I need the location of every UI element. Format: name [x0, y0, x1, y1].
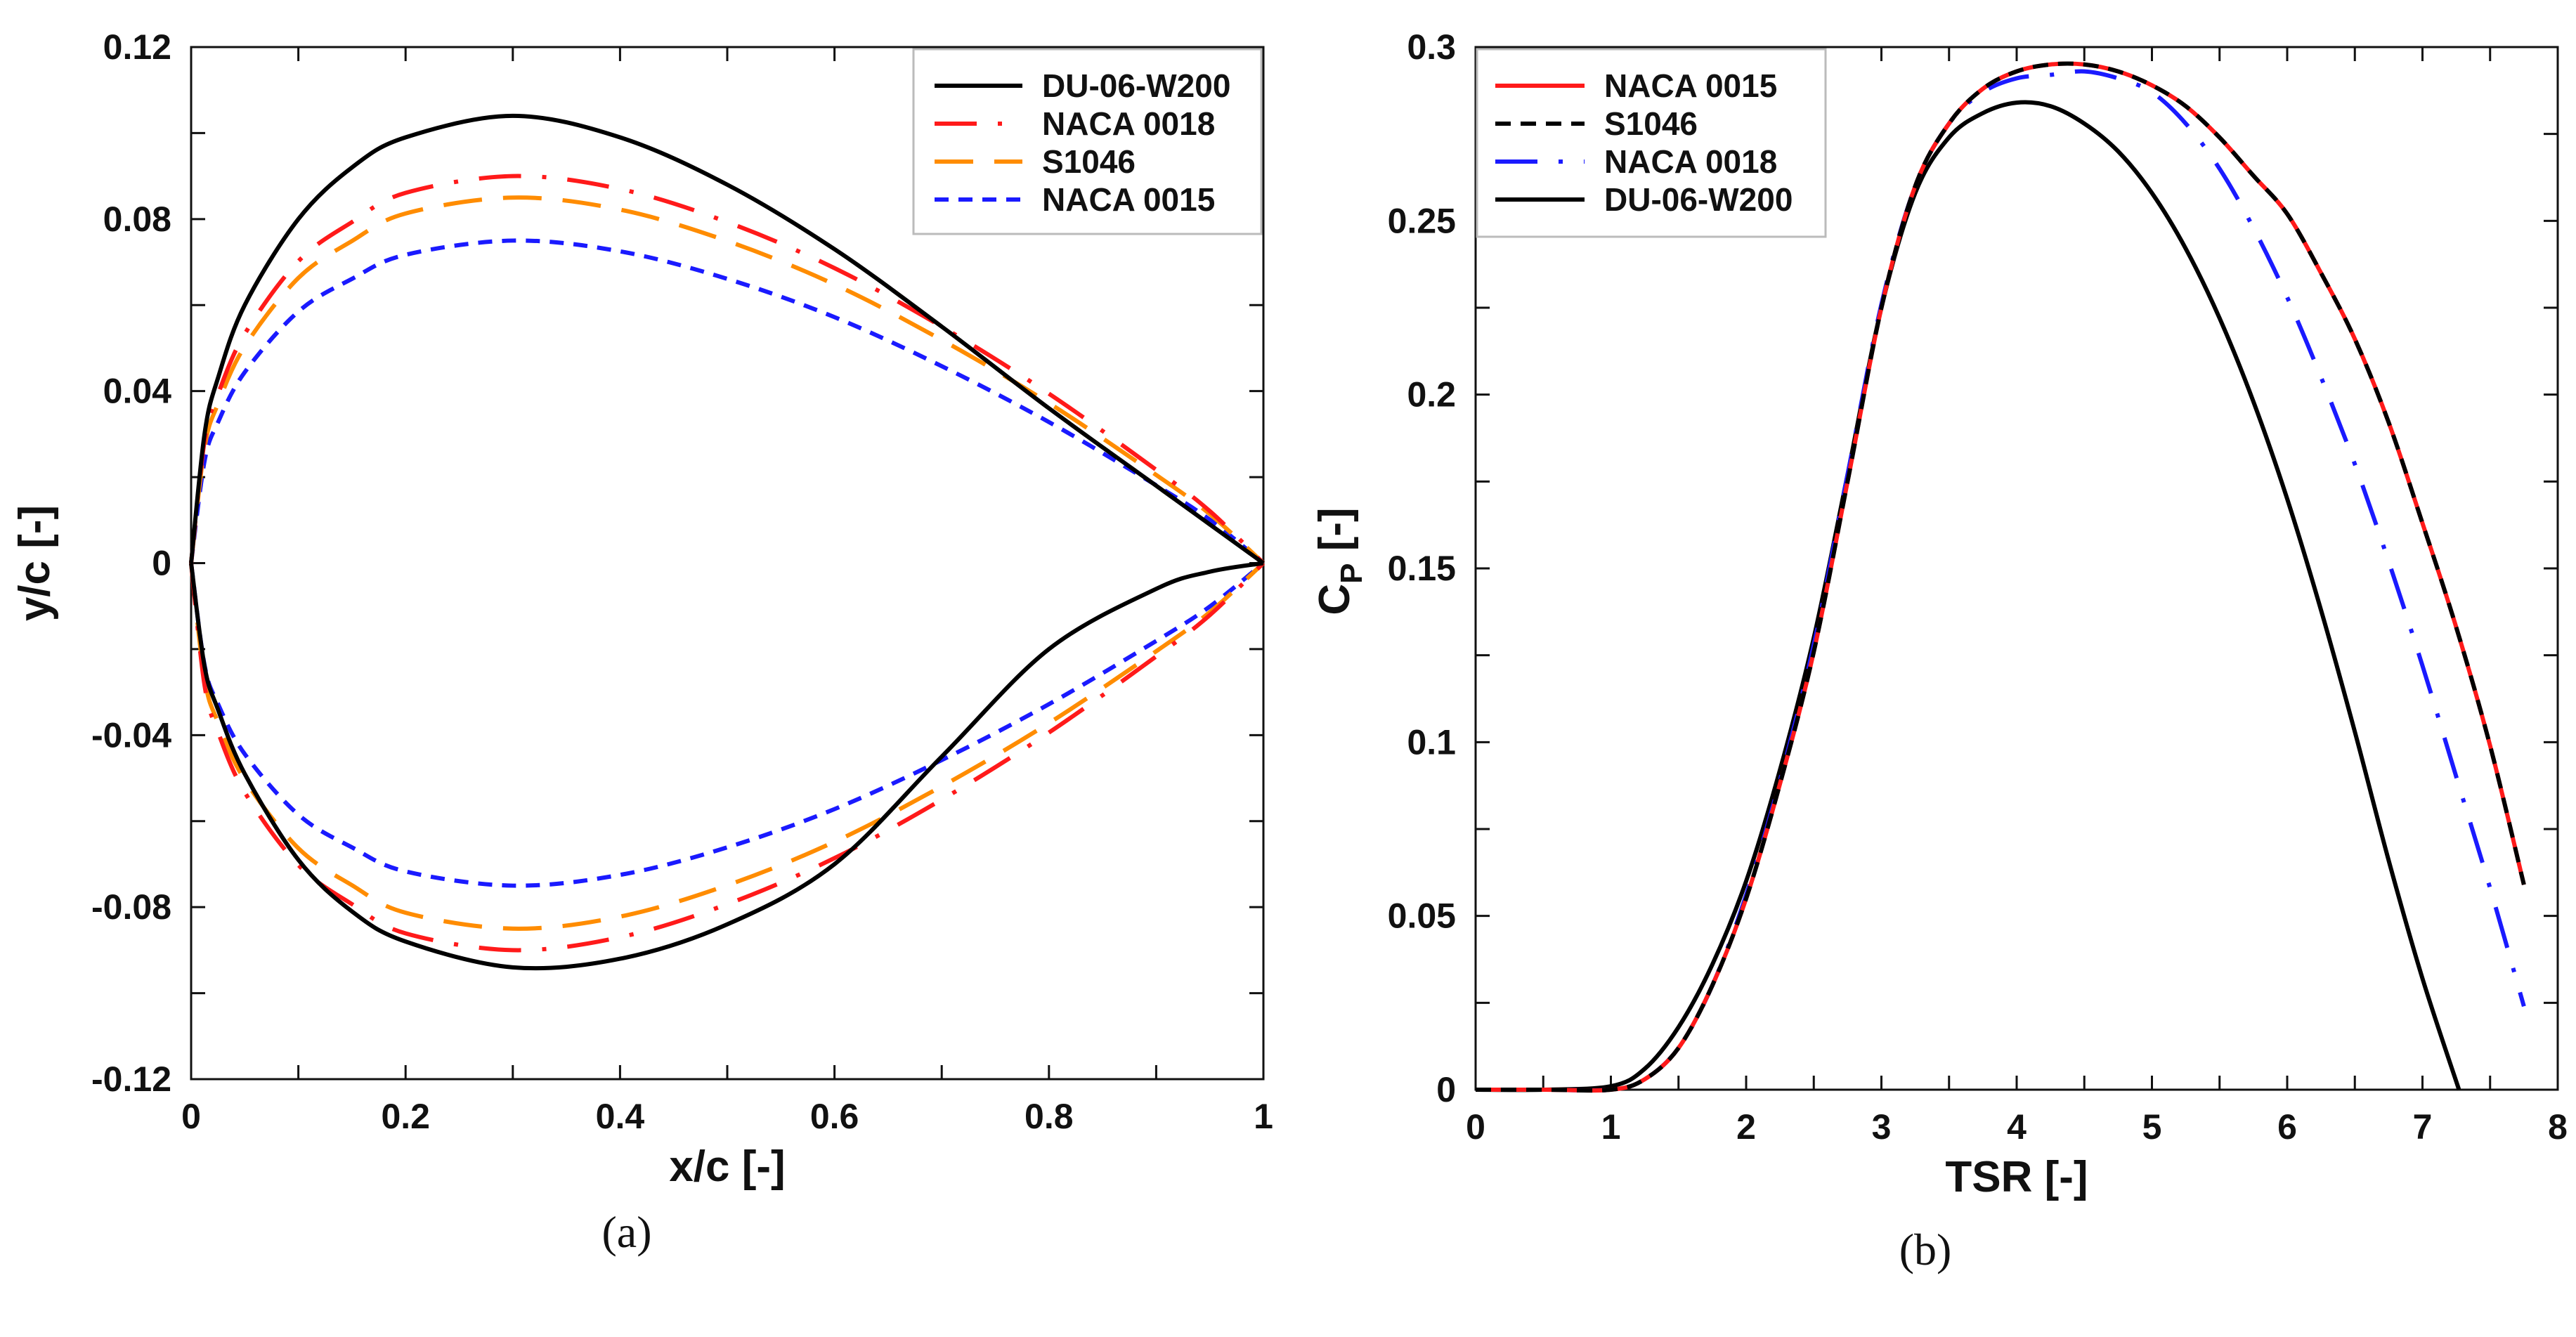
y-axis-title-subscript: P: [1334, 563, 1369, 584]
series-line-naca-0015-upper: [189, 238, 1265, 565]
x-tick-label: 0: [1466, 1107, 1485, 1147]
x-tick-label: 5: [2142, 1107, 2162, 1147]
x-tick-label: 3: [1872, 1107, 1892, 1147]
x-tick-label: 6: [2277, 1107, 2297, 1147]
x-tick-label: 0.6: [810, 1097, 859, 1136]
series-line-du-06-w200: [1475, 100, 2461, 1093]
legend-label: S1046: [1042, 143, 1136, 180]
y-tick-label: 0.15: [1388, 549, 1456, 588]
series-line-s1046-lower: [189, 561, 1266, 931]
y-tick-label: -0.04: [91, 715, 171, 755]
legend-label: DU-06-W200: [1604, 181, 1793, 218]
y-tick-label: 0.05: [1388, 896, 1456, 936]
y-tick-label: 0.08: [103, 200, 171, 239]
legend-label: DU-06-W200: [1042, 67, 1230, 104]
legend-label: NACA 0015: [1042, 181, 1215, 218]
y-tick-label: 0.2: [1407, 375, 1456, 415]
series-line-naca-0018-lower: [189, 561, 1266, 953]
series-line-du-06-w200-upper: [189, 113, 1265, 565]
x-axis-title: x/c [-]: [669, 1142, 785, 1191]
power-coefficient-chart: 0 1 2 3 4 5 6 7 8 0 0.05 0.1 0.15 0.2 0.25 0.3 TSR [-] CP…: [1310, 27, 2568, 1274]
legend-box: [1476, 48, 1827, 238]
legend-label: S1046: [1604, 105, 1698, 142]
y-tick-label: -0.08: [91, 887, 171, 927]
y-axis-title: y/c [-]: [11, 505, 59, 621]
y-tick-label: 0.12: [103, 27, 171, 67]
x-tick-label: 4: [2007, 1107, 2027, 1147]
x-tick-label: 7: [2413, 1107, 2433, 1147]
legend-label: NACA 0018: [1604, 143, 1777, 180]
y-axis-title-unit: [-]: [1310, 507, 1359, 563]
x-tick-label: 0: [181, 1097, 201, 1136]
y-tick-label: 0.1: [1407, 722, 1456, 762]
caption: (b): [1899, 1225, 1952, 1274]
series-line-s1046-upper: [189, 195, 1266, 565]
y-tick-label: 0.04: [103, 372, 172, 411]
x-tick-label: 0.2: [381, 1097, 430, 1136]
y-axis-title-main: C: [1310, 584, 1359, 615]
x-tick-label: 1: [1254, 1097, 1273, 1136]
legend-label: NACA 0018: [1042, 105, 1215, 142]
legend-box: [912, 48, 1263, 235]
caption: (a): [601, 1207, 651, 1257]
x-tick-label: 0.8: [1024, 1097, 1074, 1136]
series-line-naca-0018: [1476, 69, 2526, 1093]
legend-label: NACA 0015: [1604, 67, 1777, 104]
y-tick-label: 0.25: [1388, 201, 1456, 240]
y-tick-label: -0.12: [91, 1059, 171, 1099]
x-tick-label: 1: [1601, 1107, 1621, 1147]
series-line-naca-0015-lower: [189, 561, 1265, 888]
series-line-du-06-w200-lower: [189, 561, 1264, 971]
x-tick-label: 2: [1736, 1107, 1756, 1147]
y-tick-label: 0.3: [1407, 27, 1456, 67]
y-tick-label: 0: [152, 544, 171, 583]
y-tick-label: 0: [1436, 1070, 1456, 1109]
x-axis-title: TSR [-]: [1945, 1153, 2088, 1201]
x-tick-label: 8: [2548, 1107, 2568, 1147]
series-line-s1046: [1476, 61, 2526, 1093]
x-tick-label: 0.4: [596, 1097, 645, 1136]
y-axis-title: CP [-]: [1310, 507, 1369, 615]
series-line-naca-0018-upper: [189, 174, 1266, 565]
airfoil-profile-chart: 0 0.2 0.4 0.6 0.8 1 -0.12 -0.08 -0.04 0 0.04 0.08 0.…: [11, 27, 1273, 1257]
